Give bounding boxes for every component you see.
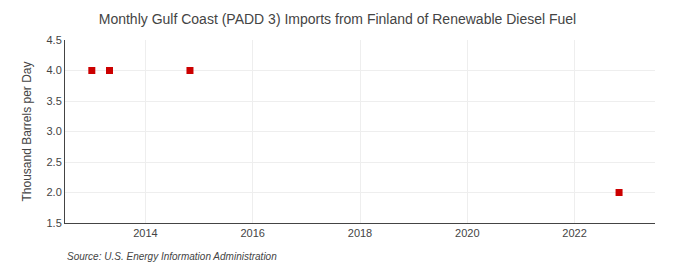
svg-text:2016: 2016: [240, 227, 264, 239]
svg-text:Thousand Barrels per Day: Thousand Barrels per Day: [20, 61, 34, 201]
svg-text:3.5: 3.5: [47, 95, 62, 107]
svg-text:3.0: 3.0: [47, 125, 62, 137]
svg-text:Source: U.S. Energy Informatio: Source: U.S. Energy Information Administ…: [67, 251, 277, 262]
svg-text:4.0: 4.0: [47, 64, 62, 76]
svg-text:4.5: 4.5: [47, 34, 62, 46]
svg-text:2018: 2018: [348, 227, 372, 239]
svg-text:1.5: 1.5: [47, 217, 62, 229]
svg-text:2.5: 2.5: [47, 156, 62, 168]
svg-text:2.0: 2.0: [47, 186, 62, 198]
svg-text:Monthly Gulf Coast (PADD 3) Im: Monthly Gulf Coast (PADD 3) Imports from…: [99, 11, 576, 27]
svg-text:2014: 2014: [133, 227, 157, 239]
svg-text:2020: 2020: [455, 227, 479, 239]
svg-text:2022: 2022: [562, 227, 586, 239]
